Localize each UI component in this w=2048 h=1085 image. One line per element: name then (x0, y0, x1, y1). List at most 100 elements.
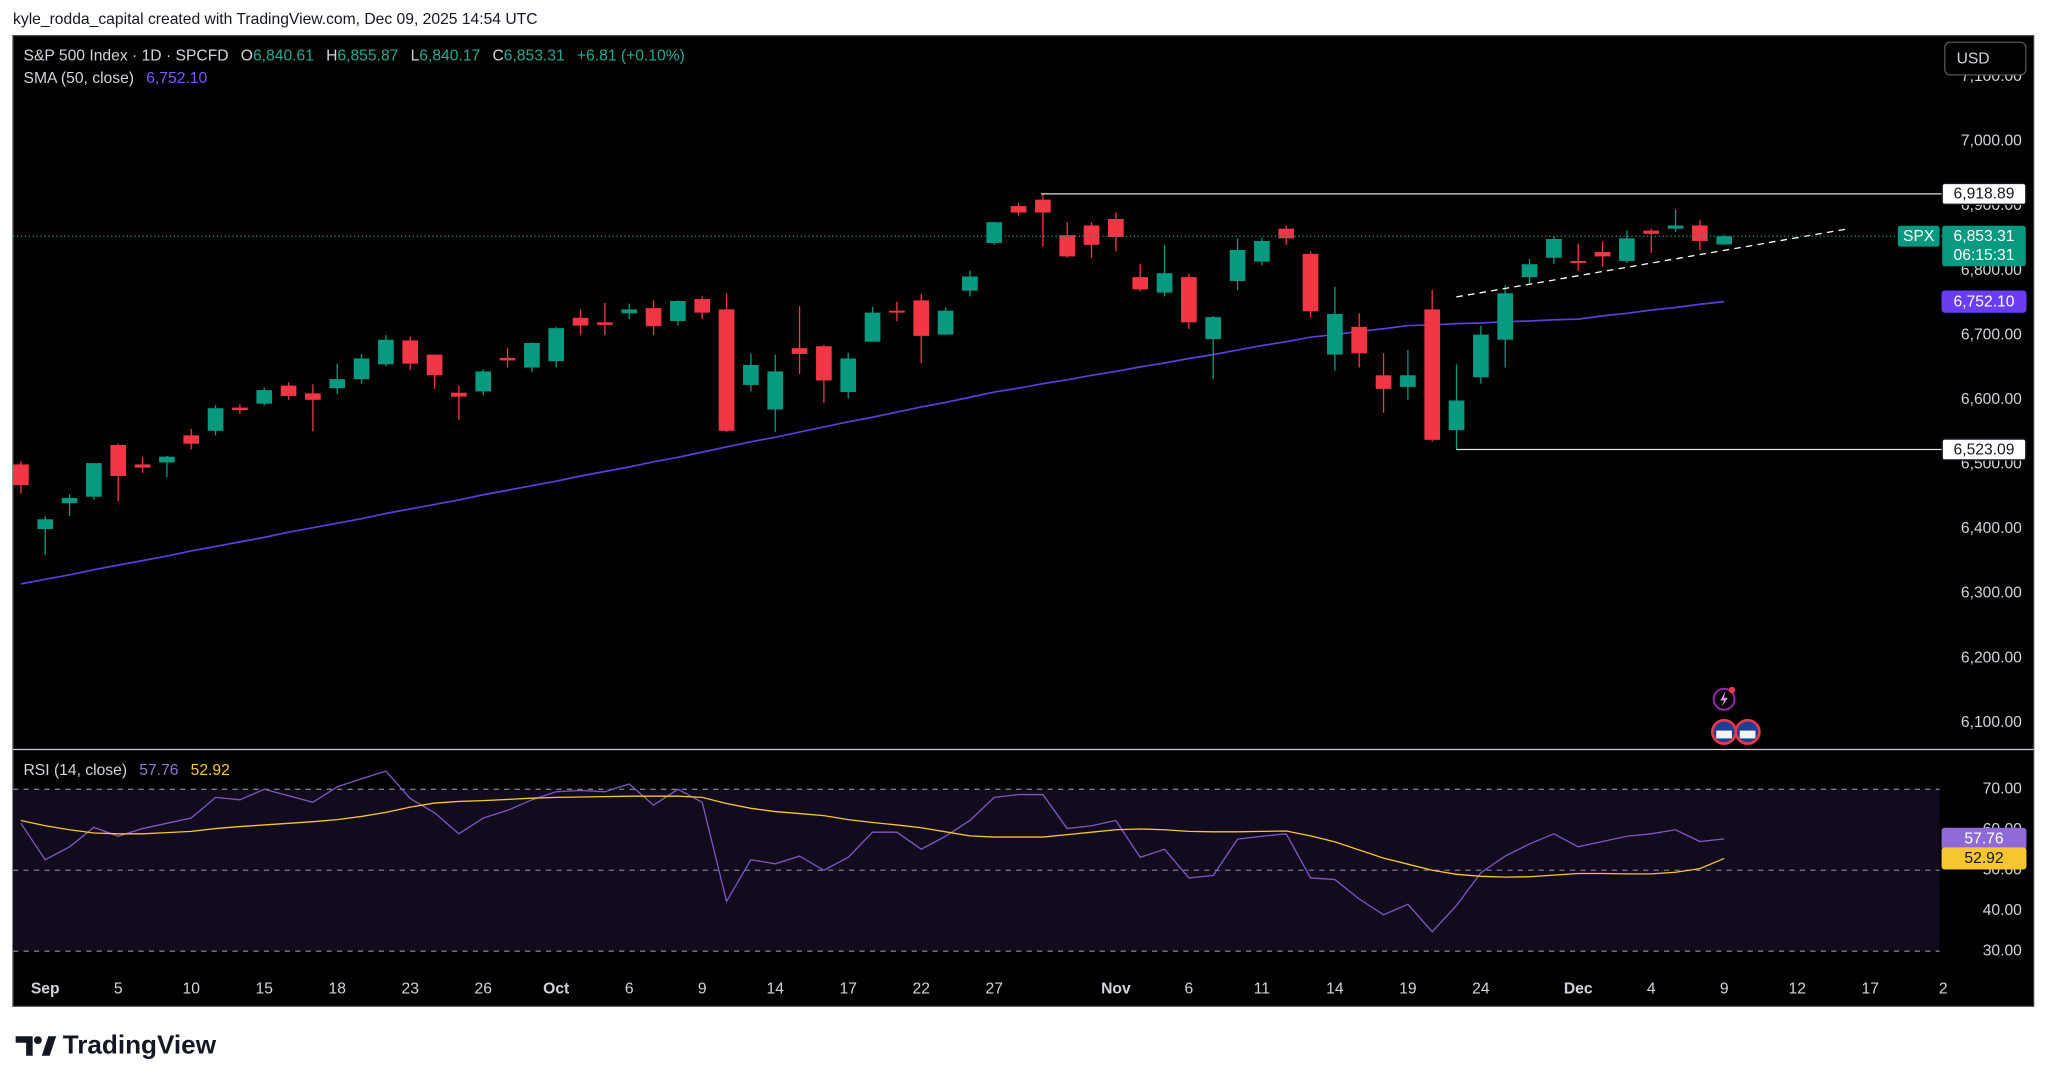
candle-body (962, 276, 978, 291)
candle-body (791, 348, 808, 354)
x-tick-label: 5 (114, 980, 123, 997)
symbol-badge-bg (1897, 225, 1940, 247)
x-tick-label: 12 (1789, 980, 1806, 997)
candle-body (426, 354, 443, 376)
candle-body (1400, 375, 1416, 387)
currency-label[interactable]: USD (1957, 50, 1990, 67)
candle-body (402, 340, 419, 364)
candle-body (767, 371, 784, 410)
ohlc-key: L (411, 48, 420, 65)
sma-badge-bg (1941, 290, 2027, 313)
candle-body (694, 299, 711, 313)
y-tick-label: 6,100.00 (1961, 714, 2022, 731)
x-tick-label: Nov (1101, 980, 1131, 997)
x-tick-label: 14 (767, 980, 785, 997)
candle-body (1692, 225, 1708, 241)
price-legend: S&P 500 Index · 1D · SPCFD O6,840.61 H6,… (24, 48, 685, 65)
candle-body (61, 497, 78, 504)
ohlc-key: O (241, 48, 253, 65)
candle-body (1375, 375, 1392, 389)
candle-body (913, 300, 930, 336)
candle-body (1716, 236, 1733, 245)
change: +6.81 (+0.10%) (577, 48, 685, 65)
candle-body (1254, 240, 1270, 262)
y-tick-label: 6,700.00 (1961, 326, 2022, 343)
candle-body (597, 322, 613, 325)
candle-body (1424, 309, 1441, 440)
logo-part (33, 1036, 42, 1045)
candle-body (718, 309, 735, 431)
countdown-label: 06:15:31 (1954, 247, 2015, 264)
symbol-badge: SPX (1903, 228, 1935, 245)
x-tick-label: 15 (256, 980, 274, 997)
y-tick-label: 6,200.00 (1961, 649, 2022, 666)
rsi-title: RSI (14, close) (24, 762, 128, 779)
candle-body (1181, 277, 1197, 323)
y-tick-label: 6,300.00 (1961, 585, 2022, 602)
candle-body (621, 309, 638, 314)
candle-body (280, 385, 297, 396)
candle-body (86, 463, 102, 497)
candle-body (256, 390, 273, 404)
event-icons (1711, 686, 1761, 745)
candle-body (1448, 400, 1465, 431)
candle-body (13, 464, 29, 486)
candle-body (1643, 230, 1660, 234)
candle-body (864, 312, 881, 342)
candle-body (1229, 249, 1246, 281)
y-tick-label: 7,000.00 (1961, 133, 2022, 150)
sma-badge: 6,752.10 (1954, 293, 2015, 310)
candle-body (1156, 273, 1173, 293)
y-tick-label: 40.00 (1983, 902, 2022, 919)
currency-button-bg[interactable] (1944, 41, 2027, 76)
x-tick-label: 6 (1185, 980, 1194, 997)
ohlc-value: 6,840.17 (419, 48, 480, 65)
candle-body (305, 393, 321, 400)
level-label: 6,918.89 (1954, 186, 2015, 203)
brand: TradingView (15, 1030, 217, 1060)
trend-line (1456, 228, 1847, 298)
currency-button[interactable]: USD (1944, 41, 2027, 76)
candle-body (378, 339, 394, 365)
sma-title: SMA (50, close) (24, 70, 135, 87)
candle-body (1132, 277, 1149, 290)
candle-body (670, 301, 686, 322)
candle-body (1497, 293, 1514, 340)
lightning (1720, 691, 1728, 708)
level-label: 6,523.09 (1954, 441, 2015, 458)
candle-body (816, 346, 832, 381)
x-tick-label: 9 (698, 980, 707, 997)
candle-body (1010, 206, 1027, 213)
candle-body (645, 308, 662, 327)
event-dot (1728, 686, 1736, 694)
candle-body (548, 328, 565, 362)
candle-body (889, 310, 905, 313)
flag-stripes (1716, 730, 1732, 739)
x-tick-label: 17 (1861, 980, 1878, 997)
candle-body (1205, 317, 1222, 340)
rsi-legend: RSI (14, close) 57.76 52.92 (24, 762, 230, 779)
x-tick-label: 26 (475, 980, 493, 997)
symbol-title: S&P 500 Index · 1D · SPCFD (24, 48, 229, 65)
rsi-value: 57.76 (139, 762, 178, 779)
line-series (20, 300, 1725, 585)
rsi-ma-value: 52.92 (191, 762, 230, 779)
candle-body (1546, 239, 1562, 258)
ohlc-value: 6,840.61 (253, 48, 314, 65)
plot: 6,100.006,200.006,300.006,400.006,500.00… (13, 68, 2022, 997)
x-tick-label: 17 (840, 980, 857, 997)
x-tick-label: 6 (625, 980, 634, 997)
candle-body (572, 317, 589, 326)
y-tick-label: 30.00 (1983, 942, 2022, 959)
rsi-badge: 57.76 (1964, 831, 2003, 848)
x-tick-label: 19 (1399, 980, 1416, 997)
candle-body (329, 379, 346, 389)
level-label-bg (1941, 438, 2027, 461)
candle-body (110, 445, 127, 477)
overlay: 6,918.89 6,523.09 SPX 6,853.31 06:15:31 6,752… (1897, 182, 2027, 870)
x-tick-label: 2 (1939, 980, 1948, 997)
candle-body (159, 456, 175, 463)
candle-body (1521, 264, 1538, 278)
attribution: kyle_rodda_capital created with TradingV… (13, 11, 538, 28)
